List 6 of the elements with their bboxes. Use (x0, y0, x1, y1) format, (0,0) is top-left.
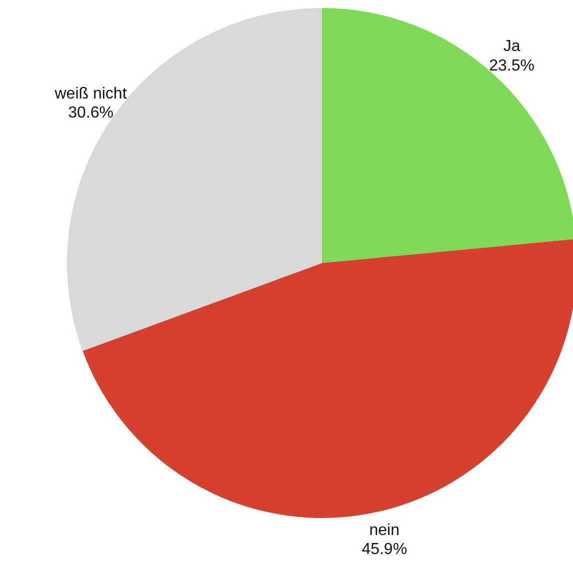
data-label: 23.5% (489, 57, 534, 74)
data-label: 30.6% (68, 104, 114, 122)
slice-label: Ja (503, 38, 520, 56)
slice-label: weiß nicht (54, 85, 128, 102)
data-label: 45.9% (362, 541, 408, 558)
slice-label: nein (369, 522, 400, 539)
